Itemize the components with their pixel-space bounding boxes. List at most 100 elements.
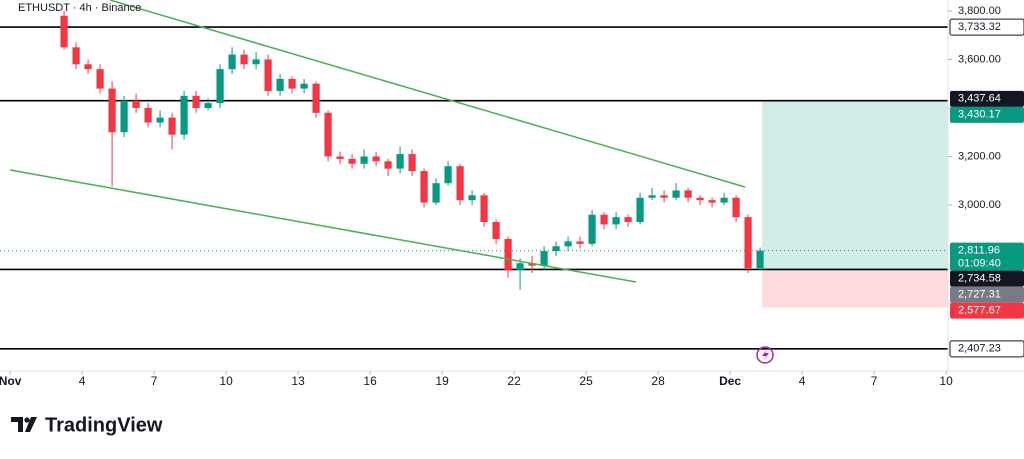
candle-body [108,88,116,133]
candle-body [696,197,704,201]
candle-body [72,47,80,65]
candle-body [660,195,668,198]
price-label-box [949,340,1024,358]
price-label: 2,734.58 [958,273,1001,285]
x-tick-label: 25 [579,374,593,388]
candle-body [120,100,128,133]
candle-body [384,161,392,169]
candle-body [672,190,680,198]
price-label: 3,430.17 [958,109,1001,121]
candle-body [624,217,632,222]
candle-body [720,197,728,203]
candle-body [288,78,296,89]
candle-body [444,166,452,184]
candle-body [348,158,356,164]
brand-logo: TradingView [11,414,163,436]
candle-body [180,95,188,135]
candle-body [588,214,596,244]
price-label: 2,407.23 [958,343,1001,355]
candle-body [60,15,68,48]
countdown-label: 01:09:40 [958,258,1001,270]
candle-body [468,195,476,201]
price-label-box [950,270,1024,287]
candle-body [276,78,284,91]
trend-line [109,0,746,188]
candle-body [528,263,536,266]
x-tick-label: 22 [507,374,521,388]
x-tick-label: Nov [0,374,22,388]
candle-body [576,241,584,244]
candle-body [192,95,200,108]
candle-body [204,103,212,108]
candle-body [96,69,104,89]
candle-body [336,156,344,159]
trend-lines [9,0,746,283]
x-tick-label: 4 [799,374,806,388]
candle-body [756,250,764,269]
candle-body [648,195,656,198]
y-tick-label: 3,800.00 [958,5,1001,17]
x-tick-label: 16 [363,374,377,388]
candle-body [732,197,740,218]
levels [0,26,948,350]
candle-body [132,100,140,108]
candle-body [216,69,224,104]
candle-body [492,222,500,239]
x-tick-label: 28 [651,374,665,388]
x-tick-label: 10 [939,374,953,388]
candle-body [516,263,524,271]
candle-body [324,112,332,157]
price-label: 2,577.67 [958,305,1001,317]
candle-body [480,195,488,222]
candle-body [504,238,512,271]
candle-body [420,171,428,203]
price-label-box [950,106,1024,123]
candle-body [744,217,752,269]
candle-body [264,59,272,91]
trend-line [9,169,637,283]
brand-name: TradingView [45,414,163,436]
target-zone [762,100,948,272]
y-tick-label: 3,600.00 [958,53,1001,65]
candle-body [156,117,164,123]
price-label: 2,727.31 [958,289,1001,301]
candle-body [144,107,152,123]
price-label-box [950,302,1024,319]
x-tick-label: 7 [871,374,878,388]
x-tick-label: 19 [435,374,449,388]
candle-body [432,183,440,203]
candle-body [252,59,260,65]
stop-zone [762,271,948,308]
candle-body [408,154,416,172]
price-label-box [950,90,1024,107]
candle-body [300,83,308,89]
candle-body [396,154,404,169]
position-tool [762,100,948,308]
candle-body [240,54,248,65]
candle-body [228,54,236,70]
candle-body [312,83,320,113]
price-label: 3,437.64 [958,93,1001,105]
candle-body [360,156,368,164]
price-label-box [950,242,1024,271]
x-tick-label: 13 [291,374,305,388]
candle-body [456,166,464,201]
candles [60,10,764,290]
chart-title: ETHUSDT · 4h · Binance [18,2,141,14]
alert-icon [756,346,774,364]
candle-body [564,241,572,247]
price-label: 3,733.32 [958,21,1001,33]
y-tick-label: 3,200.00 [958,150,1001,162]
candle-body [540,251,548,266]
x-tick-label: 7 [151,374,158,388]
x-tick-label: 4 [79,374,86,388]
x-tick-label: Dec [719,374,741,388]
candle-body [708,200,716,203]
x-tick-label: 10 [219,374,233,388]
x-axis: Nov 4 7 10 13 16 19 22 25 28 Dec 4 7 10 [0,370,1024,388]
y-axis: 3,000.003,200.003,400.003,600.003,800.00… [947,0,1024,372]
candle-body [168,117,176,135]
